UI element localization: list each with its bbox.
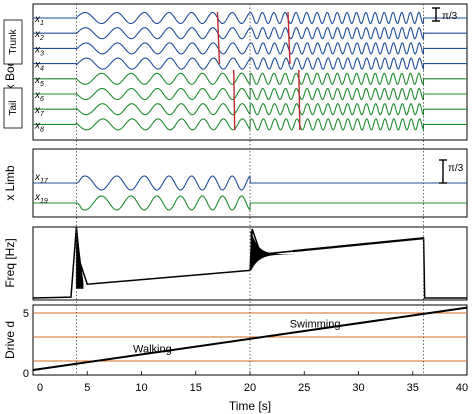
x-tick-label-8: 40 (456, 382, 468, 394)
freq-series-1 (249, 228, 467, 299)
body-trace-1 (33, 11, 467, 25)
drive-ytick-1: 5 (23, 308, 29, 320)
body-trace-3 (33, 42, 467, 56)
body-phase-markers (216, 11, 301, 131)
x-tick-label-3: 15 (190, 382, 202, 394)
body-trace-label-3: x3 (34, 44, 44, 57)
x-ticks: 0 5 10 15 20 25 30 35 40 (32, 371, 468, 394)
freq-ylabel: Freq [Hz] (3, 238, 17, 287)
limb-trace-label-19: x19 (34, 192, 48, 205)
freq-traces (32, 226, 467, 299)
limb-ylabel: x Limb (3, 165, 17, 201)
body-trace-8 (33, 118, 467, 132)
x-tick-label-2: 10 (135, 382, 147, 394)
body-trace-2 (33, 27, 467, 40)
x-tick-label-4: 20 (244, 382, 256, 394)
phase-marker-tail-0 (233, 69, 236, 131)
limb-trace-labels: x17 x19 (34, 172, 49, 205)
x-axis-label: Time [s] (229, 399, 271, 413)
trunk-label: Trunk (8, 28, 19, 54)
panel-freq: Freq [Hz] (3, 226, 468, 301)
x-tick-label-5: 25 (298, 382, 310, 394)
body-trace-label-5: x5 (34, 75, 44, 88)
drive-y-ticks: 05 (23, 308, 29, 380)
body-trace-label-4: x4 (34, 60, 44, 73)
x-tick-label-0: 0 (37, 382, 43, 394)
limb-scale-label: π/3 (448, 163, 464, 174)
drive-ytick-0: 0 (23, 368, 29, 380)
x-tick-label-7: 35 (407, 382, 419, 394)
x-tick-label-1: 5 (84, 382, 90, 394)
tail-group-box: Tail (3, 87, 23, 129)
freq-walk-onset-band (75, 229, 84, 289)
panel-limb: x Limb x17 x19 π/3 (3, 148, 468, 218)
drive-ylabel: Drive d (3, 321, 17, 359)
body-scale-label: π/3 (442, 11, 458, 22)
phase-marker-trunk-1 (287, 11, 291, 65)
panel-freq-frame (32, 226, 468, 301)
body-trace-label-8: x8 (34, 120, 44, 133)
phase-marker-trunk-0 (216, 11, 221, 65)
body-scale-bar: π/3 (432, 7, 458, 22)
freq-swim-onset-band (250, 231, 294, 271)
body-trace-label-1: x1 (34, 14, 44, 27)
limb-scale-bar: π/3 (439, 159, 464, 184)
body-trace-5 (33, 72, 467, 86)
limb-trace-19 (33, 195, 467, 211)
tail-label: Tail (8, 100, 19, 115)
body-trace-label-7: x7 (34, 105, 45, 118)
body-trace-6 (33, 87, 467, 101)
body-trace-4 (33, 57, 467, 71)
phase-marker-tail-1 (298, 69, 301, 131)
body-trace-labels: x1 x2 x3 x4 x5 x6 x7 x8 (34, 14, 45, 133)
freq-series-0 (32, 226, 251, 299)
trunk-group-box: Trunk (3, 19, 23, 65)
freq-swim-band (293, 237, 424, 253)
body-trace-7 (33, 103, 467, 116)
drive-annotations: Walking Swimming (133, 318, 340, 355)
drive-annotation-1: Swimming (290, 318, 341, 330)
x-tick-label-6: 30 (352, 382, 364, 394)
drive-line (32, 306, 468, 371)
body-trace-label-6: x6 (34, 90, 44, 103)
body-trace-label-2: x2 (34, 29, 44, 42)
drive-annotation-0: Walking (133, 344, 172, 356)
drive-series (32, 306, 468, 371)
dotted-time-markers (76, 4, 425, 375)
limb-trace-label-17: x17 (34, 172, 49, 185)
